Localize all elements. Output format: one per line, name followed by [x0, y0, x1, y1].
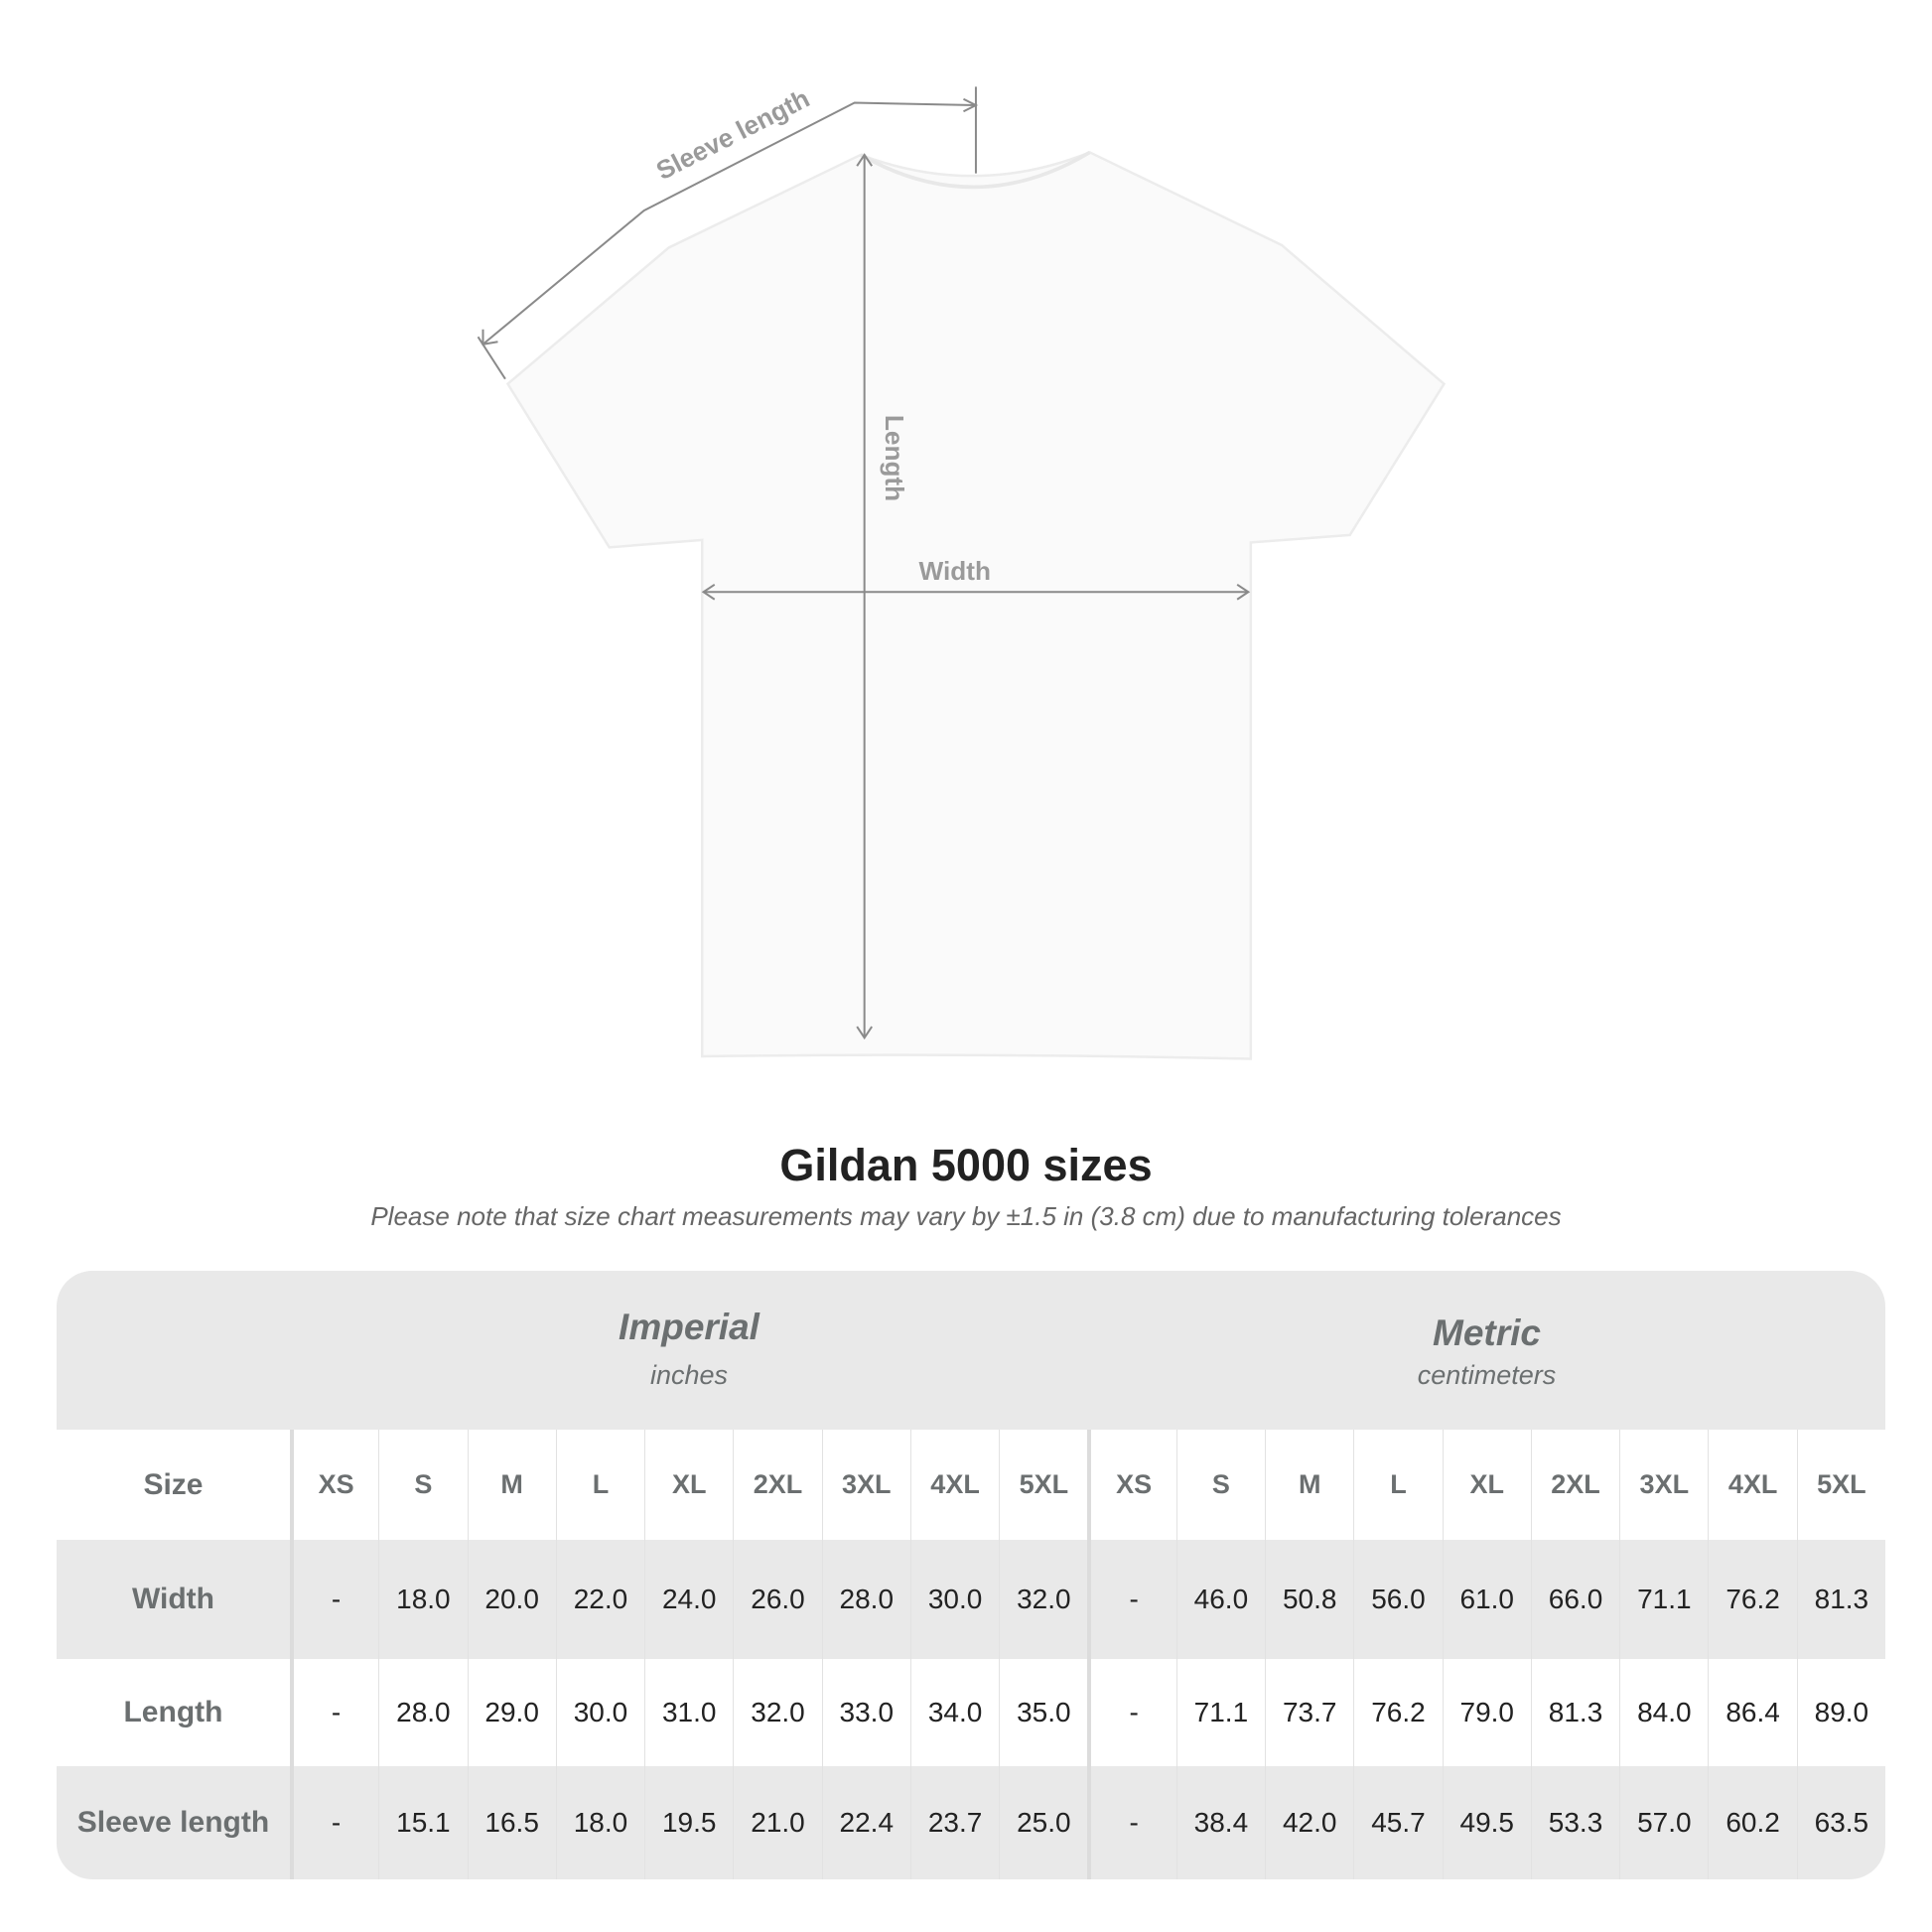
size-metric-header: 3XL [1619, 1430, 1708, 1540]
imperial-value-cell: 22.4 [821, 1766, 910, 1879]
imperial-value-cell: 16.5 [467, 1766, 556, 1879]
table-row: Sleeve length -15.1 16.5 18.0 19.5 21.0 22.4 23… [57, 1766, 1885, 1879]
tolerance-note: Please note that size chart measurements… [370, 1201, 1562, 1231]
metric-value-cell: 76.2 [1353, 1659, 1442, 1766]
group-name: Imperial [619, 1307, 759, 1347]
group-name: Metric [1433, 1312, 1541, 1353]
metric-value-cell: 56.0 [1353, 1540, 1442, 1659]
metric-value-cell: 76.2 [1708, 1540, 1796, 1659]
imperial-value-cell: 34.0 [909, 1659, 999, 1766]
imperial-group-header: Imperial inches [290, 1271, 1088, 1430]
metric-value-cell: 81.3 [1796, 1540, 1885, 1659]
imperial-value-cell: 15.1 [378, 1766, 467, 1879]
metric-value-cell: 71.1 [1175, 1659, 1265, 1766]
size-imperial-header: XL [644, 1430, 733, 1540]
metric-value-cell: - [1087, 1540, 1175, 1659]
metric-value-cell: 61.0 [1442, 1540, 1531, 1659]
imperial-value-cell: 31.0 [644, 1659, 733, 1766]
size-imperial-header: M [467, 1430, 556, 1540]
row-label: Width [131, 1583, 214, 1615]
metric-value-cell: 53.3 [1530, 1766, 1619, 1879]
imperial-value-cell: 32.0 [733, 1659, 821, 1766]
tshirt-measurement-diagram: Sleeve length Length Width [477, 83, 1447, 1060]
length-label: Length [880, 415, 909, 501]
size-chart-table: Imperial inches Metric centimeters Size X… [57, 1271, 1885, 1879]
imperial-value-cell: 35.0 [999, 1659, 1087, 1766]
size-metric-header: XS [1087, 1430, 1175, 1540]
group-unit: inches [649, 1360, 729, 1390]
tshirt-shape [505, 151, 1447, 1060]
imperial-value-cell: 22.0 [555, 1540, 644, 1659]
metric-value-cell: 63.5 [1796, 1766, 1885, 1879]
imperial-value-cell: 29.0 [467, 1659, 556, 1766]
metric-value-cell: 46.0 [1175, 1540, 1265, 1659]
metric-value-cell: 50.8 [1265, 1540, 1353, 1659]
metric-value-cell: 49.5 [1442, 1766, 1531, 1879]
metric-value-cell: 45.7 [1353, 1766, 1442, 1879]
table-row: Length -28.0 29.0 30.0 31.0 32.0 33.0 34.0 35.0-… [57, 1659, 1885, 1766]
table-row: Width -18.0 20.0 22.0 24.0 26.0 28.0 30.0 32.0-4… [57, 1540, 1885, 1659]
group-unit: centimeters [1417, 1360, 1557, 1390]
imperial-value-cell: 25.0 [999, 1766, 1087, 1879]
imperial-value-cell: - [289, 1766, 378, 1879]
imperial-value-cell: 20.0 [467, 1540, 556, 1659]
size-metric-header: M [1265, 1430, 1353, 1540]
metric-group-header: Metric centimeters [1088, 1271, 1885, 1430]
imperial-value-cell: 19.5 [644, 1766, 733, 1879]
row-label: Sleeve length [76, 1806, 270, 1839]
imperial-value-cell: 33.0 [821, 1659, 910, 1766]
imperial-value-cell: 32.0 [999, 1540, 1087, 1659]
page-title: Gildan 5000 sizes [779, 1140, 1153, 1190]
imperial-value-cell: 18.0 [555, 1766, 644, 1879]
row-label: Length [123, 1696, 223, 1728]
metric-value-cell: 57.0 [1619, 1766, 1708, 1879]
size-metric-header: XL [1442, 1430, 1531, 1540]
metric-value-cell: 86.4 [1708, 1659, 1796, 1766]
metric-value-cell: 81.3 [1530, 1659, 1619, 1766]
row-label: Size [143, 1467, 204, 1501]
imperial-value-cell: 28.0 [821, 1540, 910, 1659]
imperial-value-cell: 30.0 [555, 1659, 644, 1766]
width-label: Width [919, 556, 991, 586]
metric-value-cell: 60.2 [1708, 1766, 1796, 1879]
size-metric-header: S [1175, 1430, 1265, 1540]
metric-value-cell: 89.0 [1796, 1659, 1885, 1766]
metric-value-cell: 42.0 [1265, 1766, 1353, 1879]
size-imperial-header: S [378, 1430, 467, 1540]
size-metric-header: L [1353, 1430, 1442, 1540]
size-header-row: Size XS S M L XL 2XL 3XL 4XL 5XL XS S M L XL 2XL 3XL 4XL 5… [57, 1430, 1885, 1540]
sleeve-length-label: Sleeve length [651, 83, 814, 186]
imperial-value-cell: - [289, 1540, 378, 1659]
imperial-value-cell: 26.0 [733, 1540, 821, 1659]
size-imperial-header: 5XL [999, 1430, 1087, 1540]
metric-value-cell: 73.7 [1265, 1659, 1353, 1766]
size-imperial-header: XS [289, 1430, 378, 1540]
imperial-value-cell: 18.0 [378, 1540, 467, 1659]
size-imperial-header: L [555, 1430, 644, 1540]
imperial-value-cell: 21.0 [733, 1766, 821, 1879]
size-metric-header: 2XL [1530, 1430, 1619, 1540]
sleeve-length-arrow [482, 101, 976, 345]
size-metric-header: 5XL [1796, 1430, 1885, 1540]
metric-value-cell: 38.4 [1175, 1766, 1265, 1879]
metric-value-cell: 79.0 [1442, 1659, 1531, 1766]
imperial-value-cell: 24.0 [644, 1540, 733, 1659]
imperial-value-cell: - [289, 1659, 378, 1766]
imperial-value-cell: 30.0 [909, 1540, 999, 1659]
metric-value-cell: - [1087, 1766, 1175, 1879]
size-imperial-header: 2XL [733, 1430, 821, 1540]
imperial-value-cell: 28.0 [378, 1659, 467, 1766]
metric-value-cell: 84.0 [1619, 1659, 1708, 1766]
metric-value-cell: 66.0 [1530, 1540, 1619, 1659]
size-metric-header: 4XL [1708, 1430, 1796, 1540]
size-imperial-header: 4XL [909, 1430, 999, 1540]
metric-value-cell: - [1087, 1659, 1175, 1766]
imperial-value-cell: 23.7 [909, 1766, 999, 1879]
size-imperial-header: 3XL [821, 1430, 910, 1540]
tshirt-collar [860, 150, 1091, 190]
metric-value-cell: 71.1 [1619, 1540, 1708, 1659]
